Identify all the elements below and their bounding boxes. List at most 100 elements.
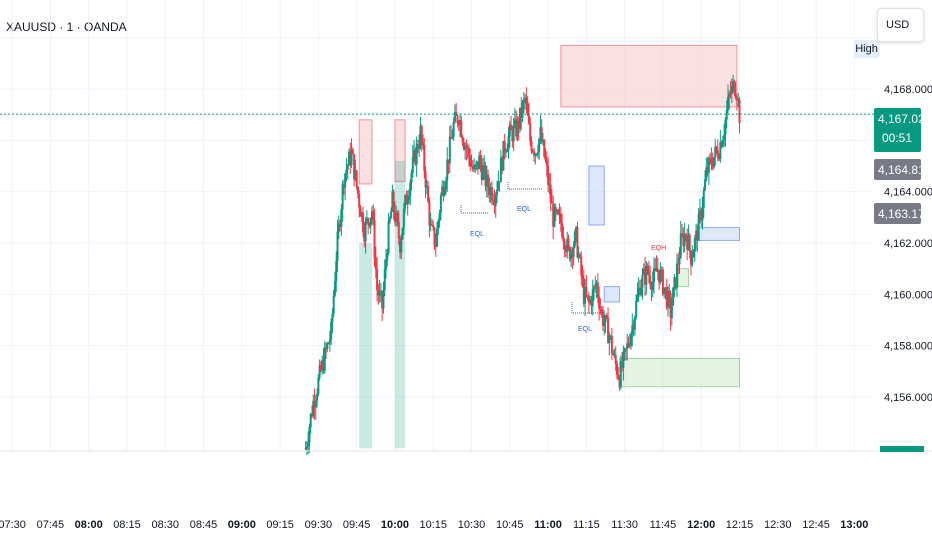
candle-body <box>304 448 307 450</box>
candle-body <box>693 238 696 252</box>
candle-body <box>645 265 648 285</box>
candle-body <box>452 121 455 138</box>
candle-body <box>700 210 703 221</box>
candle-body <box>328 339 331 344</box>
candle-body <box>732 80 735 86</box>
candle-body <box>684 234 687 236</box>
candle-body <box>522 99 525 103</box>
zone-supply <box>394 119 406 182</box>
candle-body <box>554 207 557 213</box>
candle-body <box>622 351 625 369</box>
candle-body <box>617 374 620 379</box>
candle-body <box>318 365 321 378</box>
candle-body <box>601 312 604 326</box>
bottom-price-marker <box>880 446 924 452</box>
candle-body <box>345 169 348 174</box>
eql-label-3: EQL <box>578 326 592 333</box>
candle-body <box>673 277 676 288</box>
candle-body <box>444 180 447 190</box>
candle-body <box>664 287 667 289</box>
zone-buy-block <box>394 160 406 449</box>
candle-body <box>691 257 694 265</box>
high-badge: High <box>854 40 879 58</box>
candle-body <box>316 393 319 401</box>
candle-body <box>707 157 710 174</box>
candle-body <box>519 107 521 129</box>
candle-body <box>573 231 576 247</box>
candle-body <box>679 233 682 258</box>
svg-text:4,164.817: 4,164.817 <box>878 163 932 177</box>
candle-body <box>575 226 578 232</box>
candle-body <box>438 212 441 221</box>
candle-body <box>667 290 670 308</box>
x-tick-label: 10:45 <box>496 519 524 531</box>
candle-body <box>436 228 439 247</box>
candle-body <box>420 125 423 143</box>
candle-body <box>709 157 712 159</box>
zone-demand <box>677 268 689 288</box>
candle-body <box>336 231 339 262</box>
candle-body <box>406 200 409 205</box>
candle-body <box>409 182 412 197</box>
candle-body <box>738 99 741 124</box>
candle-body <box>587 296 590 303</box>
candle-body <box>350 149 353 165</box>
x-tick-label: 11:00 <box>534 519 562 531</box>
candle-body <box>390 211 393 219</box>
candle-body <box>442 186 445 196</box>
candle-body <box>607 317 610 344</box>
candle-body <box>647 272 650 276</box>
candle-body <box>353 153 356 180</box>
candle-body <box>506 149 509 152</box>
candle-body <box>687 234 690 250</box>
candle-body <box>598 296 601 309</box>
eql-label-2: EQL <box>517 206 531 213</box>
candle-body <box>734 93 737 99</box>
candle-body <box>712 157 715 168</box>
candle-body <box>494 194 497 206</box>
candle-body <box>628 345 631 347</box>
candle-body <box>419 125 422 147</box>
eqh-label: EQH <box>651 245 666 252</box>
svg-text:4,163.172: 4,163.172 <box>878 207 932 221</box>
candle-body <box>526 103 529 116</box>
currency-button[interactable]: USD <box>877 8 924 42</box>
candle-body <box>696 230 699 241</box>
eql-label-1: EQL <box>470 231 484 238</box>
candle-body <box>459 120 462 125</box>
candle-body <box>465 146 468 149</box>
candle-body <box>413 150 416 158</box>
candle-body <box>470 165 473 167</box>
candle-body <box>612 353 615 355</box>
candle-body <box>701 208 704 221</box>
candle-body <box>547 165 550 185</box>
candle-body <box>721 139 724 147</box>
candle-body <box>434 245 437 247</box>
candle-body <box>730 85 733 95</box>
candle-body <box>529 123 532 142</box>
candle-body <box>580 256 583 276</box>
candle-body <box>405 195 408 205</box>
candle-body <box>498 181 501 183</box>
candle-body <box>344 173 347 188</box>
candle-body <box>568 247 571 260</box>
candle-body <box>422 142 425 146</box>
candle-body <box>577 254 580 258</box>
candle-body <box>373 220 376 259</box>
symbol-title[interactable]: XAUUSD · 1 · OANDA <box>6 20 127 34</box>
candle-body <box>473 167 476 170</box>
candle-body <box>450 136 453 139</box>
candle-body <box>367 218 370 224</box>
countdown-text: 00:51 <box>882 131 912 145</box>
candle-body <box>590 299 593 307</box>
candle-body <box>582 278 585 304</box>
candle-body <box>341 184 344 210</box>
candle-body <box>536 152 539 155</box>
candle-body <box>695 230 698 239</box>
candle-body <box>309 413 312 428</box>
candle-body <box>585 286 588 296</box>
zone-fvg <box>588 165 605 226</box>
candle-body <box>489 187 492 196</box>
x-tick-label: 09:15 <box>266 519 294 531</box>
